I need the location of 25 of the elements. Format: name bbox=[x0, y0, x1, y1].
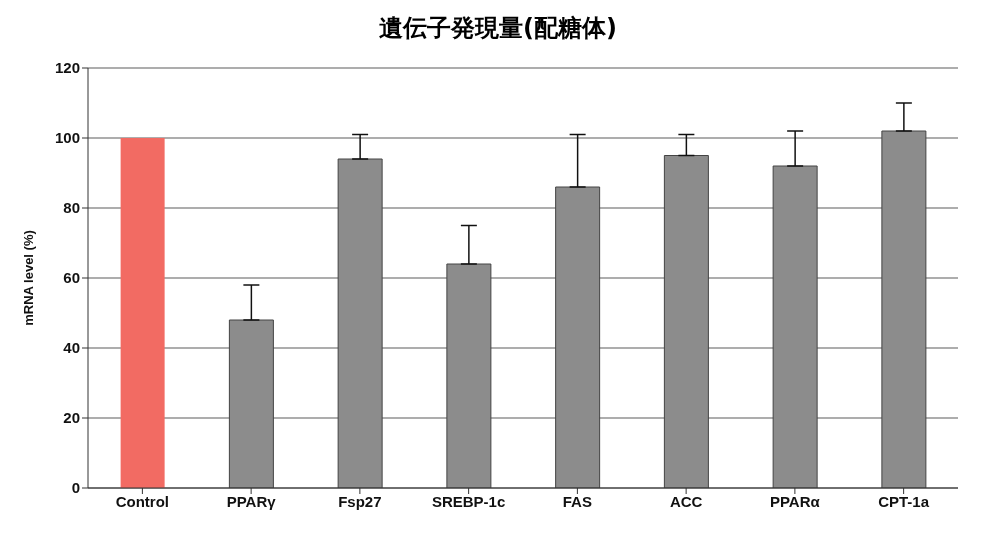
y-axis-title: mRNA level (%) bbox=[20, 230, 36, 326]
bar bbox=[228, 319, 274, 488]
x-tick-label: Fsp27 bbox=[338, 492, 382, 510]
x-tick-label: SREBP-1c bbox=[431, 492, 506, 510]
bar bbox=[555, 186, 601, 488]
x-tick-label: CPT-1a bbox=[878, 492, 930, 510]
chart-title: 遺伝子発現量(配糖体) bbox=[378, 13, 618, 44]
y-tick-label: 120 bbox=[54, 59, 80, 77]
y-tick-label: 100 bbox=[54, 129, 80, 147]
bar bbox=[446, 263, 492, 488]
x-tick-label: PPARγ bbox=[226, 492, 277, 510]
bar bbox=[881, 130, 927, 488]
bar bbox=[337, 158, 383, 488]
y-tick-label: 80 bbox=[63, 199, 80, 217]
y-tick-label: 60 bbox=[63, 269, 80, 287]
x-tick-label: ACC bbox=[669, 492, 703, 510]
y-tick-label: 40 bbox=[63, 339, 80, 357]
bar bbox=[663, 155, 709, 488]
y-tick-label: 20 bbox=[63, 409, 80, 427]
y-tick-label: 0 bbox=[71, 479, 80, 497]
x-tick-label: FAS bbox=[562, 492, 592, 510]
x-tick-label: Control bbox=[115, 492, 170, 510]
bar bbox=[120, 138, 165, 488]
bar bbox=[772, 165, 818, 488]
x-tick-label: PPARα bbox=[769, 492, 821, 510]
